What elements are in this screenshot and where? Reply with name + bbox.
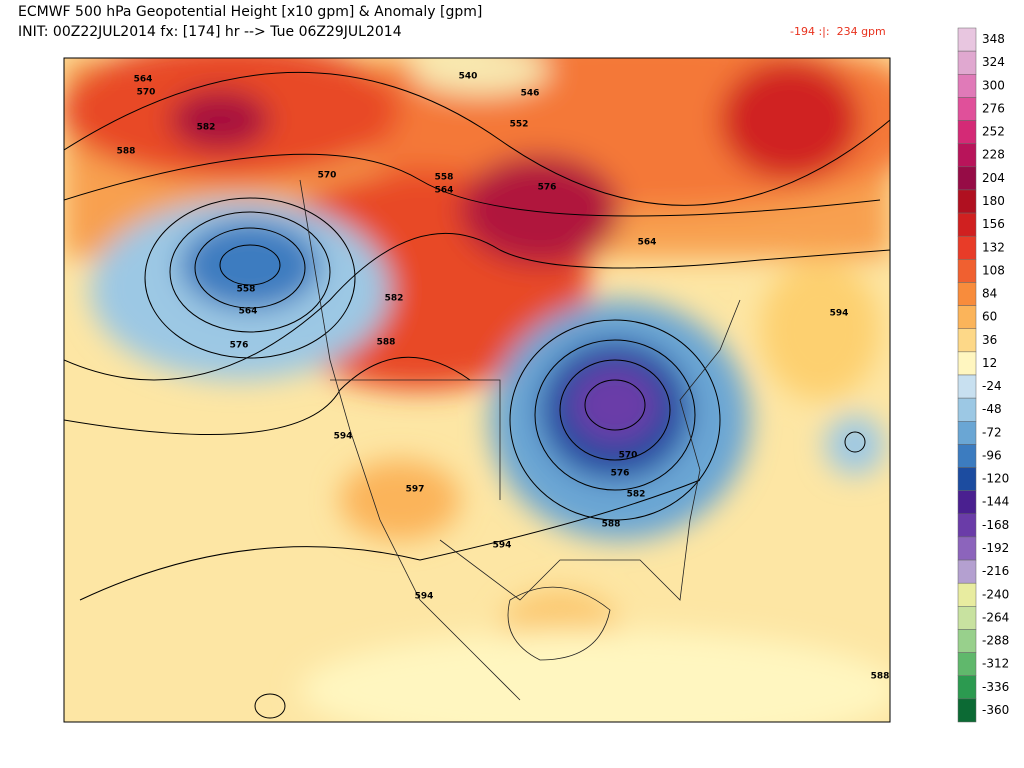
colorbar-swatch bbox=[957, 305, 977, 329]
contour-label: 576 bbox=[538, 183, 557, 193]
colorbar-label: 60 bbox=[982, 310, 997, 324]
colorbar-label: -360 bbox=[982, 703, 1009, 717]
colorbar-label: 132 bbox=[982, 240, 1005, 254]
contour-label: 594 bbox=[830, 309, 849, 319]
colorbar-label: 252 bbox=[982, 125, 1005, 139]
colorbar-label: 180 bbox=[982, 194, 1005, 208]
contour-label: 588 bbox=[377, 338, 396, 348]
colorbar-swatch bbox=[957, 351, 977, 376]
height-contours bbox=[64, 71, 890, 719]
colorbar-label: -168 bbox=[982, 518, 1009, 532]
colorbar-swatch bbox=[957, 97, 977, 121]
colorbar-swatch bbox=[957, 328, 977, 353]
colorbar-swatch bbox=[957, 582, 977, 607]
colorbar-swatch bbox=[957, 50, 977, 75]
contour-label: 558 bbox=[237, 285, 256, 295]
colorbar-swatch bbox=[957, 166, 977, 191]
map-frame bbox=[63, 57, 891, 723]
contour-label: 576 bbox=[230, 341, 249, 351]
contour-labels: 564 570 582 588 540 546 552 558 564 570 … bbox=[117, 72, 890, 682]
colorbar-label: 348 bbox=[982, 32, 1005, 46]
range-label: -194 :|: 234 gpm bbox=[790, 25, 886, 38]
contour-label: 594 bbox=[415, 592, 434, 602]
colorbar-label: -312 bbox=[982, 657, 1009, 671]
colorbar-label: -120 bbox=[982, 472, 1009, 486]
colorbar-label: 108 bbox=[982, 263, 1005, 277]
contour-label: 564 bbox=[134, 75, 153, 85]
title: ECMWF 500 hPa Geopotential Height [x10 g… bbox=[18, 4, 482, 20]
colorbar-label: -144 bbox=[982, 495, 1009, 509]
contour-label: 564 bbox=[239, 307, 258, 317]
colorbar-swatch bbox=[957, 235, 977, 260]
colorbar-label: -24 bbox=[982, 379, 1002, 393]
contour-label: 594 bbox=[493, 541, 512, 551]
colorbar-swatch bbox=[957, 698, 977, 723]
contour-label: 576 bbox=[611, 469, 630, 479]
colorbar-swatch bbox=[957, 212, 977, 237]
subtitle: INIT: 00Z22JUL2014 fx: [174] hr --> Tue … bbox=[18, 24, 402, 40]
colorbar-label: 276 bbox=[982, 101, 1005, 115]
colorbar-swatch bbox=[957, 374, 977, 399]
contour-label: 588 bbox=[117, 147, 136, 157]
contour-label: 540 bbox=[459, 72, 478, 82]
colorbar-swatch bbox=[957, 490, 977, 515]
colorbar-label: -240 bbox=[982, 587, 1009, 601]
colorbar-label: 12 bbox=[982, 356, 997, 370]
colorbar-label: 228 bbox=[982, 148, 1005, 162]
contour-label: 558 bbox=[435, 173, 454, 183]
map bbox=[64, 58, 890, 722]
coastlines bbox=[299, 179, 741, 701]
contour-label: 570 bbox=[619, 451, 638, 461]
colorbar-label: 300 bbox=[982, 78, 1005, 92]
colorbar-label: 156 bbox=[982, 217, 1005, 231]
colorbar-swatch bbox=[957, 143, 977, 168]
contour-label: 588 bbox=[602, 520, 621, 530]
colorbar-swatch bbox=[957, 536, 977, 561]
contour-label: 582 bbox=[385, 294, 404, 304]
contour-label: 570 bbox=[137, 88, 156, 98]
colorbar-swatch bbox=[957, 282, 977, 306]
contour-label: 594 bbox=[334, 432, 353, 442]
colorbar-label: 84 bbox=[982, 287, 997, 301]
colorbar-label: -336 bbox=[982, 680, 1009, 694]
colorbar-label: 204 bbox=[982, 171, 1005, 185]
colorbar-label: 36 bbox=[982, 333, 997, 347]
colorbar-swatch bbox=[957, 606, 977, 630]
colorbar-swatch bbox=[957, 259, 977, 283]
colorbar-label: -48 bbox=[982, 402, 1002, 416]
colorbar-swatch bbox=[957, 421, 977, 445]
contour-label: 597 bbox=[406, 485, 425, 495]
colorbar-swatch bbox=[957, 675, 977, 700]
contour-label: 564 bbox=[435, 186, 454, 196]
colorbar-swatch bbox=[957, 513, 977, 538]
colorbar-swatch bbox=[957, 74, 977, 98]
colorbar-label: -72 bbox=[982, 425, 1002, 439]
colorbar-swatch bbox=[957, 189, 977, 214]
contour-label: 582 bbox=[627, 490, 646, 500]
contour-label: 552 bbox=[510, 120, 529, 130]
colorbar-swatch bbox=[957, 397, 977, 422]
colorbar-swatch bbox=[957, 559, 977, 584]
contour-label: 570 bbox=[318, 171, 337, 181]
colorbar-label: -216 bbox=[982, 564, 1009, 578]
colorbar: 348 324 300 276 252 228 204 180 156 132 108 84 60 36 1… bbox=[957, 27, 1009, 723]
colorbar-label: -264 bbox=[982, 610, 1009, 624]
anomaly-field bbox=[64, 58, 890, 722]
colorbar-swatch bbox=[957, 27, 977, 52]
colorbar-label: -288 bbox=[982, 634, 1009, 648]
colorbar-swatch bbox=[957, 467, 977, 491]
colorbar-swatch bbox=[957, 444, 977, 468]
colorbar-label: -192 bbox=[982, 541, 1009, 555]
contour-label: 582 bbox=[197, 123, 216, 133]
contour-label: 588 bbox=[871, 672, 890, 682]
contour-label: 564 bbox=[638, 238, 657, 248]
contour-label: 546 bbox=[521, 89, 540, 99]
colorbar-swatch bbox=[957, 652, 977, 676]
colorbar-label: -96 bbox=[982, 448, 1002, 462]
colorbar-swatch bbox=[957, 629, 977, 653]
colorbar-label: 324 bbox=[982, 55, 1005, 69]
colorbar-swatch bbox=[957, 120, 977, 144]
